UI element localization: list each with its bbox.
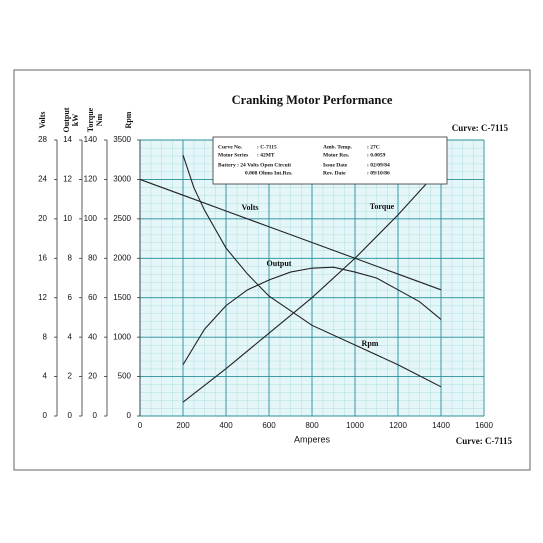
info-text: Motor Series: [218, 152, 248, 158]
axes: 0 200 400 600 800 1000 1200 1400 160004812162024…: [38, 107, 494, 430]
y-tick-label: 20: [38, 214, 47, 223]
curve-label: Curve: C-7115: [452, 123, 509, 133]
info-text: Motor Res.: [323, 152, 350, 158]
y-tick-label: 6: [68, 293, 73, 302]
y-tick-label: 60: [88, 293, 97, 302]
y-tick-label: 4: [43, 372, 48, 381]
info-text: Battery : 24 Volts Open Circuit: [218, 162, 291, 168]
y-tick-label: 10: [63, 214, 72, 223]
x-tick-label: 600: [262, 421, 276, 430]
curve-label: Torque: [370, 202, 395, 211]
curve-label: Rpm: [362, 339, 379, 348]
info-text: : 27C: [367, 144, 380, 150]
info-box: [212, 136, 448, 185]
info-text: Curve No.: [218, 144, 243, 150]
x-tick-label: 800: [305, 421, 319, 430]
info-text: 0.008 Ohms Int.Res.: [245, 170, 293, 176]
y-tick-label: 12: [38, 293, 47, 302]
y-tick-label: 0: [68, 411, 73, 420]
y-tick-label: 28: [38, 135, 47, 144]
y-tick-label: 12: [63, 175, 72, 184]
curve: [139, 178, 442, 291]
info-text: : 0.0059: [367, 152, 386, 158]
y-tick-label: 80: [88, 253, 97, 262]
y-tick-label: 120: [84, 175, 98, 184]
info-text: Curve No. : C-7115 Amb. Temp. : 27C Motor Se…: [218, 144, 390, 176]
y-tick-label: 4: [68, 332, 73, 341]
y-axis-label: Torque: [86, 107, 95, 132]
curve-label: Output: [267, 259, 292, 268]
info-text: : 42MT: [257, 152, 275, 158]
y-tick-label: 2500: [113, 214, 131, 223]
curves: Volts Output Torque Rpm: [139, 154, 442, 403]
y-tick-label: 3000: [113, 175, 131, 184]
x-tick-label: 200: [176, 421, 190, 430]
y-tick-label: 100: [84, 214, 98, 223]
x-tick-label: 0: [138, 421, 143, 430]
y-axis-label: Rpm: [124, 111, 133, 128]
y-tick-label: 2000: [113, 253, 131, 262]
chart-title: Cranking Motor Performance: [232, 93, 393, 107]
y-tick-label: 40: [88, 332, 97, 341]
x-tick-label: 400: [219, 421, 233, 430]
x-tick-label: 1600: [475, 421, 493, 430]
curve: [182, 266, 442, 366]
y-tick-label: 500: [118, 372, 132, 381]
y-tick-label: 14: [63, 135, 72, 144]
y-tick-label: 1500: [113, 293, 131, 302]
y-tick-label: 20: [88, 372, 97, 381]
curve-label: Volts: [241, 203, 258, 212]
info-text: Rev. Date: [323, 170, 346, 176]
y-tick-label: 0: [93, 411, 98, 420]
y-tick-label: 8: [68, 253, 73, 262]
y-tick-label: 2: [68, 372, 73, 381]
y-axis-label: Output: [62, 107, 71, 132]
y-tick-label: 0: [43, 411, 48, 420]
y-axis-label: kW: [71, 114, 80, 126]
info-text: Amb. Temp.: [323, 144, 353, 150]
y-axis-label: Nm: [95, 113, 104, 126]
y-tick-label: 16: [38, 253, 47, 262]
y-tick-label: 1000: [113, 332, 131, 341]
y-tick-label: 140: [84, 135, 98, 144]
info-text: : 02/09/84: [367, 162, 390, 168]
info-text: : 09/10/86: [367, 170, 390, 176]
y-tick-label: 24: [38, 175, 47, 184]
y-tick-label: 0: [127, 411, 132, 420]
info-text: Issue Date: [323, 162, 348, 168]
curve: [182, 154, 442, 388]
y-tick-label: 3500: [113, 135, 131, 144]
info-text: : C-7115: [257, 144, 277, 150]
curve: [182, 167, 442, 403]
curve-label: Curve: C-7115: [456, 436, 513, 446]
x-tick-label: 1200: [389, 421, 407, 430]
x-axis-label: Amperes: [294, 434, 331, 444]
x-tick-label: 1000: [346, 421, 364, 430]
y-axis-label: Volts: [38, 111, 47, 128]
y-tick-label: 8: [43, 332, 48, 341]
x-tick-label: 1400: [432, 421, 450, 430]
